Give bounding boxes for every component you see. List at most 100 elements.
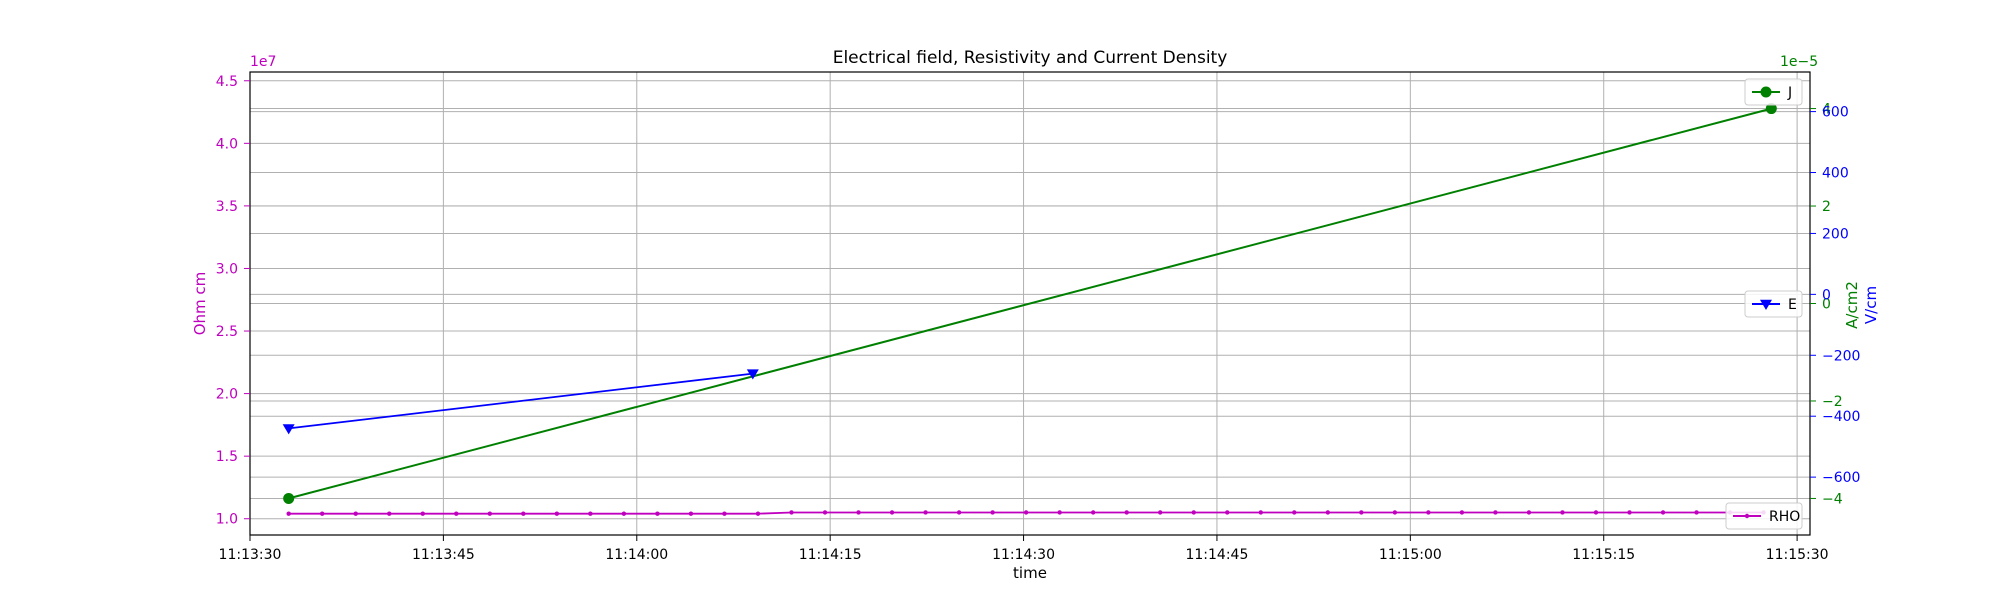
x-tick-label: 11:14:00 xyxy=(605,547,668,563)
data-point-rho xyxy=(789,510,794,515)
data-point-rho xyxy=(1660,510,1666,515)
data-point-rho xyxy=(1593,510,1599,515)
data-point-rho xyxy=(521,511,526,516)
x-tick-label: 11:13:30 xyxy=(219,547,282,563)
ticks: 11:13:30 11:13:45 11:14:00 11:14:15 11:14:30… xyxy=(216,74,1861,563)
rho-tick-label: 2.0 xyxy=(216,387,238,403)
data-point-rho xyxy=(1459,510,1465,515)
data-point-rho xyxy=(1627,510,1632,515)
data-point-rho xyxy=(856,510,861,515)
x-tick-label: 11:15:15 xyxy=(1572,547,1635,563)
legend-box xyxy=(1725,502,1803,530)
x-tick-label: 11:14:45 xyxy=(1185,547,1248,563)
series-j xyxy=(283,103,1777,504)
series-e xyxy=(282,369,759,435)
rho-tick-label: 3.5 xyxy=(216,199,238,215)
data-point-rho xyxy=(319,511,325,516)
legend-item-j: J xyxy=(1744,78,1803,106)
data-point-rho xyxy=(588,511,593,516)
rho-tick-label: 3.0 xyxy=(216,261,238,277)
data-point-rho xyxy=(1392,510,1398,515)
data-point-j xyxy=(283,492,295,504)
j-tick-label: −2 xyxy=(1822,394,1843,410)
data-point-rho xyxy=(755,511,761,516)
rho-axis-label: Ohm cm xyxy=(191,272,209,336)
j-axis-label: A/cm2 xyxy=(1843,281,1861,329)
data-point-rho xyxy=(387,511,392,516)
data-point-rho xyxy=(990,510,995,515)
e-tick-label: 400 xyxy=(1822,166,1849,182)
x-tick-label: 11:13:45 xyxy=(412,547,475,563)
data-point-rho xyxy=(1225,510,1230,515)
data-point-rho xyxy=(822,510,828,515)
data-point-rho xyxy=(1493,510,1498,515)
legend-item-rho: RHO xyxy=(1725,502,1803,530)
e-tick-label: 0 xyxy=(1822,287,1831,303)
j-tick-label: 4 xyxy=(1822,102,1831,118)
j-tick-label: 2 xyxy=(1822,199,1831,215)
e-tick-label: −600 xyxy=(1822,470,1860,486)
rho-tick-label: 1.0 xyxy=(216,512,238,528)
data-point-rho xyxy=(1258,510,1263,515)
data-point-rho xyxy=(1057,510,1062,515)
data-point-rho xyxy=(1526,510,1532,515)
x-tick-label: 11:15:00 xyxy=(1379,547,1442,563)
data-point-rho xyxy=(420,511,425,516)
data-point-rho xyxy=(956,510,962,515)
data-point-rho xyxy=(655,511,660,516)
data-point-rho xyxy=(1158,510,1163,515)
data-point-rho xyxy=(1124,510,1129,515)
data-point-rho xyxy=(1191,510,1196,515)
legend-label: J xyxy=(1787,85,1792,101)
data-point-rho xyxy=(923,510,928,515)
grid xyxy=(249,72,1810,535)
rho-tick-label: 4.5 xyxy=(216,74,238,90)
legend-marker xyxy=(1760,86,1772,98)
data-point-rho xyxy=(554,511,560,516)
e-axis-label: V/cm xyxy=(1862,286,1880,324)
data-point-e xyxy=(282,424,295,435)
series-line-j xyxy=(288,107,1772,500)
rho-offset-text: 1e7 xyxy=(250,54,276,70)
data-point-rho xyxy=(1359,510,1364,515)
data-point-rho xyxy=(353,511,358,516)
data-point-rho xyxy=(454,511,459,516)
legend-label: E xyxy=(1788,297,1797,313)
e-tick-label: −400 xyxy=(1822,409,1860,425)
j-tick-label: −4 xyxy=(1822,491,1843,507)
legend-marker xyxy=(1760,299,1772,310)
data-point-rho xyxy=(1090,510,1096,515)
legend-label: RHO xyxy=(1769,509,1800,525)
data-point-rho xyxy=(1560,510,1565,515)
data-point-rho xyxy=(286,511,291,516)
data-point-rho xyxy=(487,511,493,516)
series-layer xyxy=(282,103,1777,516)
chart-title: Electrical field, Resistivity and Curren… xyxy=(833,48,1228,68)
legend-item-e: E xyxy=(1744,290,1803,318)
j-offset-text: 1e−5 xyxy=(1780,54,1818,70)
data-point-rho xyxy=(1023,510,1029,515)
data-point-rho xyxy=(688,511,694,516)
x-axis-label: time xyxy=(1013,564,1047,582)
x-tick-label: 11:15:30 xyxy=(1766,547,1829,563)
series-rho xyxy=(286,510,1766,516)
data-point-rho xyxy=(1325,510,1331,515)
data-point-rho xyxy=(1292,510,1297,515)
e-tick-label: 600 xyxy=(1822,105,1849,121)
e-tick-label: −200 xyxy=(1822,348,1860,364)
series-line-e xyxy=(288,372,753,430)
legend-marker xyxy=(1744,513,1750,519)
x-tick-label: 11:14:30 xyxy=(992,547,1055,563)
data-point-rho xyxy=(889,510,895,515)
x-tick-label: 11:14:15 xyxy=(799,547,862,563)
legend: J E RHO xyxy=(1725,78,1803,530)
rho-tick-label: 1.5 xyxy=(216,449,238,465)
data-point-rho xyxy=(1426,510,1431,515)
data-point-rho xyxy=(1694,510,1699,515)
data-point-rho xyxy=(621,511,627,516)
data-point-e xyxy=(746,369,759,380)
rho-tick-label: 4.0 xyxy=(216,136,238,152)
rho-tick-label: 2.5 xyxy=(216,324,238,340)
j-tick-label: 0 xyxy=(1822,297,1831,313)
